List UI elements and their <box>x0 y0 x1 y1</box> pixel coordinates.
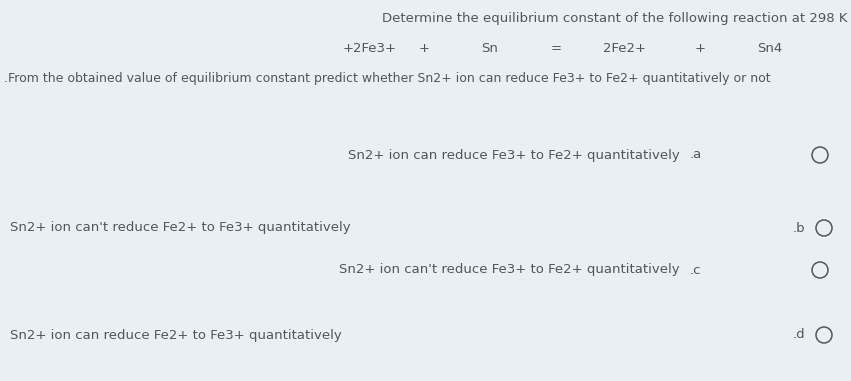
Text: .From the obtained value of equilibrium constant predict whether Sn2+ ion can re: .From the obtained value of equilibrium … <box>4 72 771 85</box>
Text: .b: .b <box>793 221 806 234</box>
Text: +2Fe3+: +2Fe3+ <box>343 42 397 55</box>
Text: +: + <box>694 42 705 55</box>
Text: Determine the equilibrium constant of the following reaction at 298 K: Determine the equilibrium constant of th… <box>382 12 848 25</box>
Text: 2Fe2+: 2Fe2+ <box>603 42 646 55</box>
Text: Sn2+ ion can reduce Fe2+ to Fe3+ quantitatively: Sn2+ ion can reduce Fe2+ to Fe3+ quantit… <box>10 328 342 341</box>
Text: Sn4: Sn4 <box>757 42 783 55</box>
Text: Sn2+ ion can reduce Fe3+ to Fe2+ quantitatively: Sn2+ ion can reduce Fe3+ to Fe2+ quantit… <box>348 149 680 162</box>
Text: Sn2+ ion can't reduce Fe3+ to Fe2+ quantitatively: Sn2+ ion can't reduce Fe3+ to Fe2+ quant… <box>340 264 680 277</box>
Text: Sn: Sn <box>482 42 499 55</box>
Text: Sn2+ ion can't reduce Fe2+ to Fe3+ quantitatively: Sn2+ ion can't reduce Fe2+ to Fe3+ quant… <box>10 221 351 234</box>
Text: =: = <box>551 42 562 55</box>
Text: .c: .c <box>690 264 701 277</box>
Text: .a: .a <box>690 149 702 162</box>
Text: .d: .d <box>793 328 806 341</box>
Text: +: + <box>419 42 430 55</box>
